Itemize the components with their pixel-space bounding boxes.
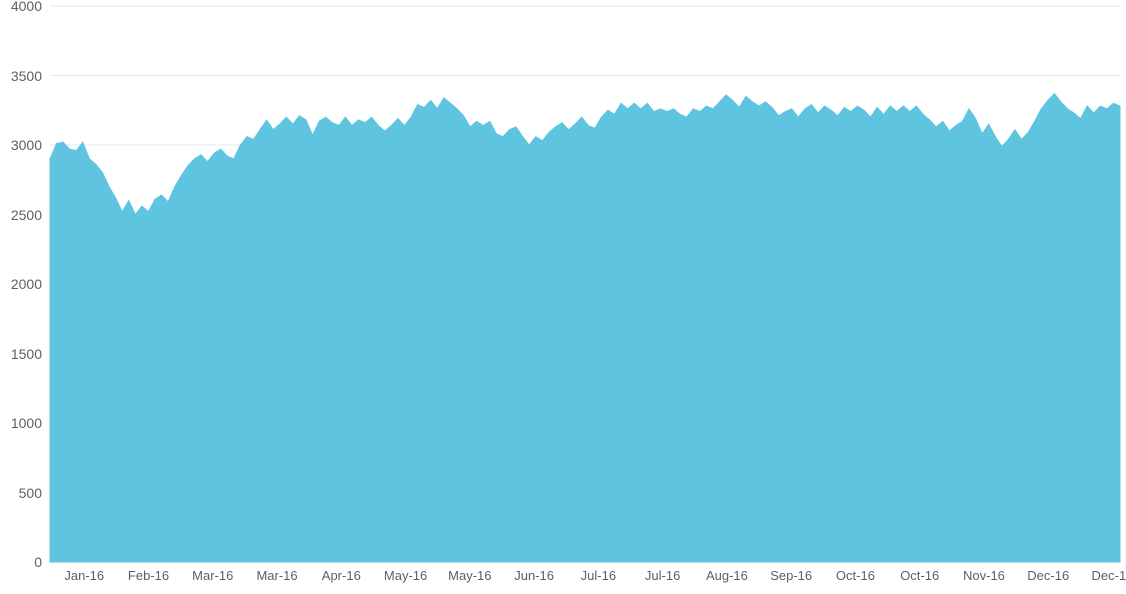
x-tick-label: May-16	[384, 568, 427, 583]
area-chart: 05001000150020002500300035004000 Jan-16F…	[0, 0, 1126, 594]
x-tick-label: Mar-16	[256, 568, 297, 583]
x-tick-label: Nov-16	[963, 568, 1005, 583]
x-tick-label: Feb-16	[128, 568, 169, 583]
x-axis: Jan-16 Feb-16 Mar-16 Mar-16 Apr-16 May-16 May-…	[0, 568, 1126, 592]
y-axis: 05001000150020002500300035004000	[0, 0, 42, 594]
x-tick-label: Dec-16	[1027, 568, 1069, 583]
x-tick-label: Oct-16	[836, 568, 875, 583]
y-tick-label: 3500	[0, 68, 42, 84]
y-tick-label: 1500	[0, 346, 42, 362]
x-tick-label: Jul-16	[645, 568, 680, 583]
x-tick-label: Jan-16	[64, 568, 104, 583]
x-tick-label: May-16	[448, 568, 491, 583]
y-tick-label: 2500	[0, 207, 42, 223]
x-tick-label: Sep-16	[770, 568, 812, 583]
chart-canvas	[0, 0, 1126, 594]
x-tick-label: Apr-16	[322, 568, 361, 583]
y-tick-label: 4000	[0, 0, 42, 14]
x-tick-label: Jul-16	[581, 568, 616, 583]
y-tick-label: 1000	[0, 415, 42, 431]
y-tick-label: 500	[0, 485, 42, 501]
x-tick-label: Mar-16	[192, 568, 233, 583]
y-tick-label: 2000	[0, 276, 42, 292]
x-tick-label: Dec-16	[1092, 568, 1126, 583]
x-tick-label: Oct-16	[900, 568, 939, 583]
y-tick-label: 3000	[0, 137, 42, 153]
x-tick-label: Jun-16	[514, 568, 554, 583]
x-tick-label: Aug-16	[706, 568, 748, 583]
